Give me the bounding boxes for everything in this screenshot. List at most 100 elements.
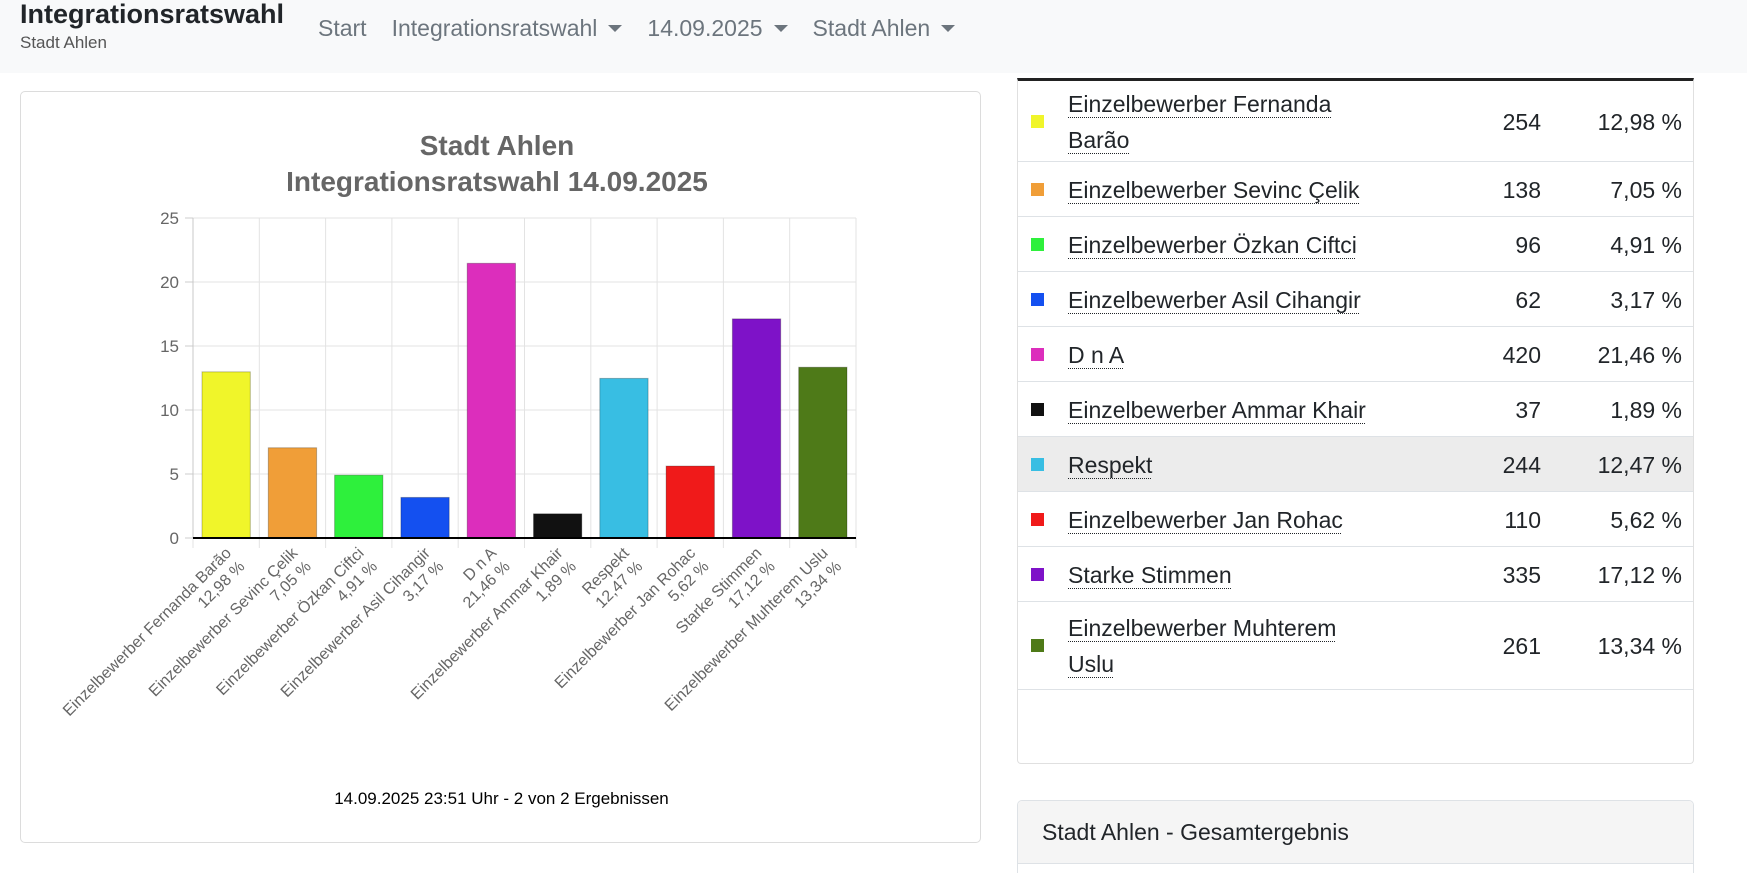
vote-count: 62 [1515, 286, 1541, 313]
party-name-link[interactable]: Einzelbewerber Muhterem Uslu [1068, 610, 1368, 682]
table-row[interactable]: Einzelbewerber Muhterem Uslu 261 13,34 % [1018, 602, 1693, 690]
nav-link-start[interactable]: Start [318, 13, 367, 43]
nav-link-label: 14.09.2025 [647, 15, 763, 41]
caret-down-icon [608, 24, 623, 32]
party-name: Einzelbewerber Muhterem Uslu [1068, 615, 1337, 677]
chart-bar [334, 474, 384, 539]
y-tick-label: 20 [160, 273, 179, 292]
overall-result-header: Stadt Ahlen - Gesamtergebnis [1018, 801, 1693, 864]
nav-dropdown-election[interactable]: Integrationsratswahl [392, 13, 623, 43]
table-row[interactable]: Einzelbewerber Fernanda Barão 254 12,98 % [1018, 81, 1693, 162]
chart-bar [731, 318, 782, 539]
party-color-swatch [1031, 639, 1044, 652]
party-name: Einzelbewerber Asil Cihangir [1068, 286, 1361, 313]
y-tick-label: 5 [170, 465, 179, 484]
party-name: Einzelbewerber Jan Rohac [1068, 506, 1343, 533]
brand-subtitle: Stadt Ahlen [20, 33, 107, 52]
vote-percent: 12,47 % [1597, 451, 1682, 478]
y-tick-label: 0 [170, 529, 179, 548]
results-bar-chart: 0 5 10 15 20 25 Einzelbewerber Fernanda Barão1… [60, 130, 857, 733]
vote-percent: 4,91 % [1610, 231, 1682, 258]
nav-link-label: Start [318, 15, 367, 41]
party-color-swatch [1031, 237, 1044, 251]
party-name-link[interactable]: Starke Stimmen [1068, 557, 1368, 593]
party-color-swatch [1031, 182, 1044, 196]
overall-result-card: Stadt Ahlen - Gesamtergebnis [1017, 800, 1694, 873]
chart-bar [466, 262, 517, 539]
vote-count: 110 [1504, 506, 1541, 533]
party-color-swatch [1031, 512, 1044, 526]
table-row[interactable]: Respekt 244 12,47 % [1018, 437, 1693, 492]
vote-count: 254 [1502, 108, 1541, 135]
party-name: D n A [1068, 341, 1125, 368]
vote-count: 96 [1515, 231, 1541, 258]
chart-bar [798, 366, 848, 539]
chart-bar [400, 496, 450, 539]
party-name: Starke Stimmen [1068, 561, 1232, 588]
chart-title-line: Integrationsratswahl 14.09.2025 [286, 166, 708, 197]
vote-percent: 1,89 % [1610, 396, 1682, 423]
party-name: Einzelbewerber Özkan Ciftci [1068, 231, 1357, 258]
caret-down-icon [773, 24, 788, 32]
table-row[interactable]: D n A 420 21,46 % [1018, 327, 1693, 382]
vote-count: 335 [1502, 561, 1541, 588]
party-name: Respekt [1068, 451, 1153, 478]
nav-link-label: Integrationsratswahl [391, 15, 598, 41]
nav-dropdown-date[interactable]: 14.09.2025 [647, 13, 788, 43]
vote-percent: 5,62 % [1610, 506, 1682, 533]
table-row[interactable]: Einzelbewerber Ammar Khair 37 1,89 % [1018, 382, 1693, 437]
vote-count: 420 [1502, 341, 1541, 368]
brand-title[interactable]: Integrationsratswahl [20, 0, 285, 29]
nav-link-label: Stadt Ahlen [812, 15, 931, 41]
vote-count: 261 [1502, 633, 1541, 659]
x-tick-label: Einzelbewerber Fernanda Barão12,98 % [60, 545, 248, 733]
y-tick-label: 25 [160, 209, 179, 228]
results-table: Einzelbewerber Fernanda Barão 254 12,98 % E… [1017, 78, 1694, 764]
chart-card: 0 5 10 15 20 25 Einzelbewerber Fernanda Barão1… [20, 91, 981, 843]
chart-bar [665, 465, 715, 539]
chart-bar [267, 447, 318, 539]
vote-percent: 21,46 % [1597, 341, 1682, 368]
chart-title-line: Stadt Ahlen [420, 130, 575, 161]
chart-bar [599, 377, 649, 539]
table-row[interactable]: Einzelbewerber Asil Cihangir 62 3,17 % [1018, 272, 1693, 327]
party-name-link[interactable]: Respekt [1068, 447, 1368, 483]
nav-links: Start Integrationsratswahl 14.09.2025 St… [318, 13, 980, 43]
chart-bar [533, 513, 583, 539]
party-color-swatch [1031, 457, 1044, 471]
party-name: Einzelbewerber Ammar Khair [1068, 396, 1366, 423]
party-color-swatch [1031, 292, 1044, 306]
party-name-link[interactable]: D n A [1068, 337, 1368, 373]
vote-percent: 17,12 % [1597, 561, 1682, 588]
chart-bar [201, 371, 251, 539]
brand[interactable]: Integrationsratswahl Stadt Ahlen [20, 0, 284, 53]
party-name-link[interactable]: Einzelbewerber Jan Rohac [1068, 502, 1368, 538]
party-color-swatch [1031, 347, 1044, 361]
vote-percent: 13,34 % [1597, 633, 1682, 659]
party-name-link[interactable]: Einzelbewerber Sevinc Çelik [1068, 172, 1368, 208]
vote-percent: 12,98 % [1597, 108, 1682, 135]
party-name: Einzelbewerber Sevinc Çelik [1068, 176, 1360, 203]
party-color-swatch [1031, 567, 1044, 581]
party-name-link[interactable]: Einzelbewerber Özkan Ciftci [1068, 227, 1368, 263]
vote-count: 138 [1502, 176, 1541, 203]
table-row[interactable]: Starke Stimmen 335 17,12 % [1018, 547, 1693, 602]
vote-percent: 7,05 % [1610, 176, 1682, 203]
party-name-link[interactable]: Einzelbewerber Fernanda Barão [1068, 86, 1368, 158]
navbar: Integrationsratswahl Stadt Ahlen Start I… [0, 0, 1747, 73]
chart-footer: 14.09.2025 23:51 Uhr - 2 von 2 Ergebniss… [334, 789, 669, 808]
table-row[interactable]: Einzelbewerber Jan Rohac 110 5,62 % [1018, 492, 1693, 547]
table-row[interactable]: Einzelbewerber Sevinc Çelik 138 7,05 % [1018, 162, 1693, 217]
party-name-link[interactable]: Einzelbewerber Asil Cihangir [1068, 282, 1368, 318]
y-tick-label: 15 [160, 337, 179, 356]
caret-down-icon [941, 24, 956, 32]
party-name: Einzelbewerber Fernanda Barão [1068, 90, 1332, 153]
y-tick-label: 10 [160, 401, 179, 420]
party-color-swatch [1031, 402, 1044, 416]
vote-count: 37 [1515, 396, 1541, 423]
vote-percent: 3,17 % [1610, 286, 1682, 313]
party-name-link[interactable]: Einzelbewerber Ammar Khair [1068, 392, 1368, 428]
nav-dropdown-region[interactable]: Stadt Ahlen [813, 13, 956, 43]
table-row[interactable]: Einzelbewerber Özkan Ciftci 96 4,91 % [1018, 217, 1693, 272]
vote-count: 244 [1502, 451, 1541, 478]
